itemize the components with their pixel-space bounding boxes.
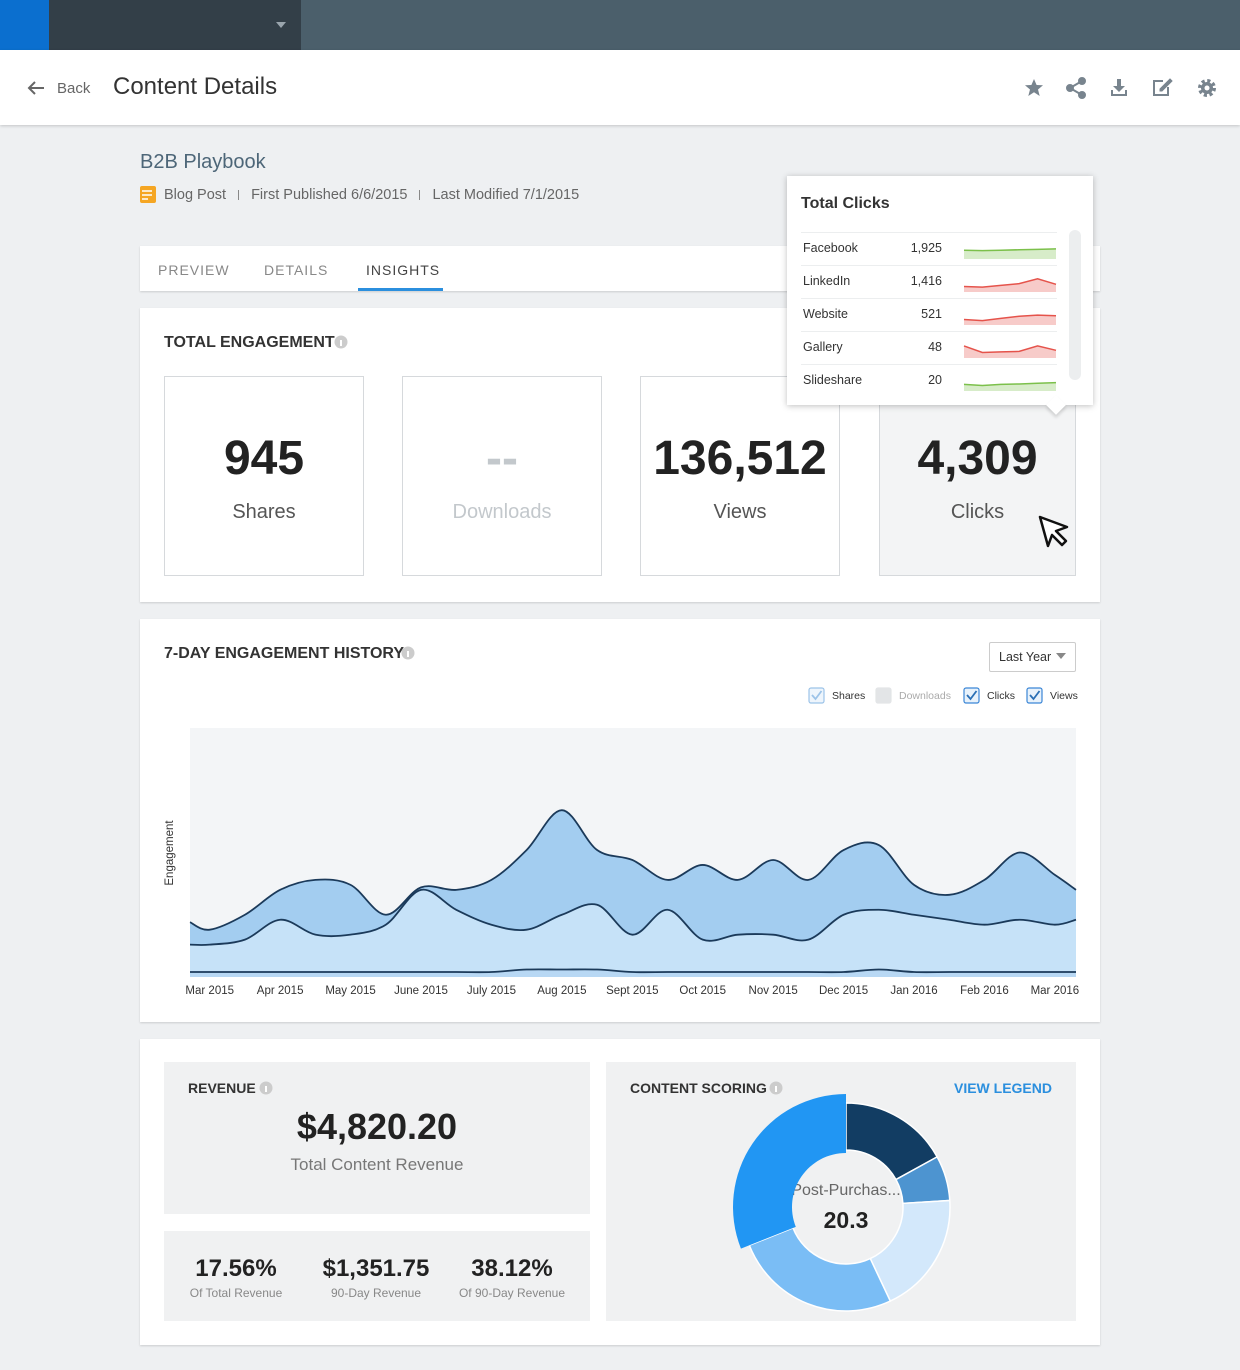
- first-published: First Published 6/6/2015: [251, 187, 408, 203]
- source-value: 1,925: [910, 241, 942, 255]
- source-value: 20: [928, 373, 942, 384]
- revenue-panel: REVENUE $4,820.20 Total Content Revenue: [164, 1062, 590, 1214]
- clicks-tooltip: Total Clicks Facebook 1,925 LinkedIn 1,416 W…: [787, 176, 1093, 415]
- metric-label: Clicks: [950, 501, 1005, 523]
- engagement-card: TOTAL ENGAGEMENT 945 Shares -- Downloads 136…: [140, 308, 1100, 602]
- back-link[interactable]: Back: [57, 80, 91, 97]
- metric-box[interactable]: 136,512 Views: [640, 376, 840, 576]
- row-divider: [801, 265, 1057, 266]
- source-value: 1,416: [910, 274, 942, 288]
- metric-box[interactable]: 945 Shares: [164, 376, 364, 576]
- metric-value: 136,512: [653, 432, 827, 485]
- row-divider: [801, 331, 1057, 332]
- range-select-value: Last Year: [999, 650, 1052, 664]
- bottom-card: REVENUE $4,820.20 Total Content Revenue …: [140, 1039, 1100, 1345]
- stat-label: Of Total Revenue: [189, 1286, 283, 1300]
- tab-indicator: [358, 288, 443, 291]
- chart-title: 7-DAY ENGAGEMENT HISTORY: [164, 645, 405, 662]
- metric-value: 4,309: [917, 432, 1038, 485]
- top-bar: [0, 0, 1240, 50]
- stat-value: 17.56%: [195, 1255, 277, 1282]
- stat-label: 90-Day Revenue: [330, 1286, 422, 1300]
- source-name: Website: [803, 307, 848, 321]
- row-divider: [801, 364, 1057, 365]
- tooltip-rows: Facebook 1,925 LinkedIn 1,416 Website 521 Gall…: [801, 232, 1071, 384]
- row-divider: [801, 232, 1057, 233]
- row-divider: [801, 298, 1057, 299]
- source-value: 521: [921, 307, 942, 321]
- content-meta: Blog Post First Published 6/6/2015 Last …: [164, 187, 579, 203]
- scoring-panel: CONTENT SCORING VIEW LEGEND Post-Purchas…: [606, 1062, 1076, 1321]
- section-title: TOTAL ENGAGEMENT: [164, 334, 335, 351]
- revenue-total: $4,820.20: [296, 1106, 458, 1147]
- section-title: REVENUE: [188, 1080, 256, 1096]
- stat-label: Of 90-Day Revenue: [458, 1286, 566, 1300]
- revenue-total-label: Total Content Revenue: [290, 1155, 464, 1174]
- source-name: Facebook: [803, 241, 858, 255]
- range-select[interactable]: Last Year: [989, 642, 1076, 672]
- stat-value: 38.12%: [471, 1255, 553, 1282]
- tooltip-title: Total Clicks: [801, 195, 890, 212]
- app-logo[interactable]: [0, 0, 49, 50]
- page-title: Content Details: [113, 73, 278, 100]
- metric-value: 945: [223, 432, 305, 485]
- source-name: Slideshare: [803, 373, 863, 384]
- scrollbar[interactable]: [1069, 230, 1081, 380]
- section-title: CONTENT SCORING: [630, 1080, 767, 1096]
- metric-label: Shares: [232, 501, 296, 523]
- tab[interactable]: DETAILS: [264, 262, 329, 278]
- plot-area: [190, 728, 1076, 977]
- last-modified: Last Modified 7/1/2015: [432, 187, 580, 203]
- donut-center-value: 20.3: [823, 1207, 869, 1233]
- content-title: B2B Playbook: [140, 151, 266, 173]
- header: Back Content Details: [0, 50, 1240, 125]
- source-name: LinkedIn: [803, 274, 851, 288]
- source-name: Gallery: [803, 340, 843, 354]
- metric-box[interactable]: -- Downloads: [402, 376, 602, 576]
- workspace-select[interactable]: [49, 0, 301, 50]
- tab[interactable]: INSIGHTS: [366, 262, 441, 278]
- stat-value: $1,351.75: [322, 1255, 430, 1282]
- tab[interactable]: PREVIEW: [158, 262, 230, 278]
- content-type: Blog Post: [164, 187, 227, 203]
- content-type-icon: [140, 186, 156, 203]
- metric-value: --: [486, 432, 518, 485]
- metric-label: Downloads: [452, 501, 552, 523]
- separator: [419, 190, 421, 200]
- view-legend-link[interactable]: VIEW LEGEND: [953, 1080, 1052, 1096]
- separator: [238, 190, 240, 200]
- source-value: 48: [928, 340, 942, 354]
- donut-center-label: Post-Purchas...: [791, 1182, 901, 1199]
- history-card: 7-DAY ENGAGEMENT HISTORY Last Year: [140, 619, 1100, 1022]
- revenue-stats: 17.56% Of Total Revenue $1,351.75 90-Day Re…: [164, 1231, 590, 1321]
- metric-label: Views: [713, 501, 767, 523]
